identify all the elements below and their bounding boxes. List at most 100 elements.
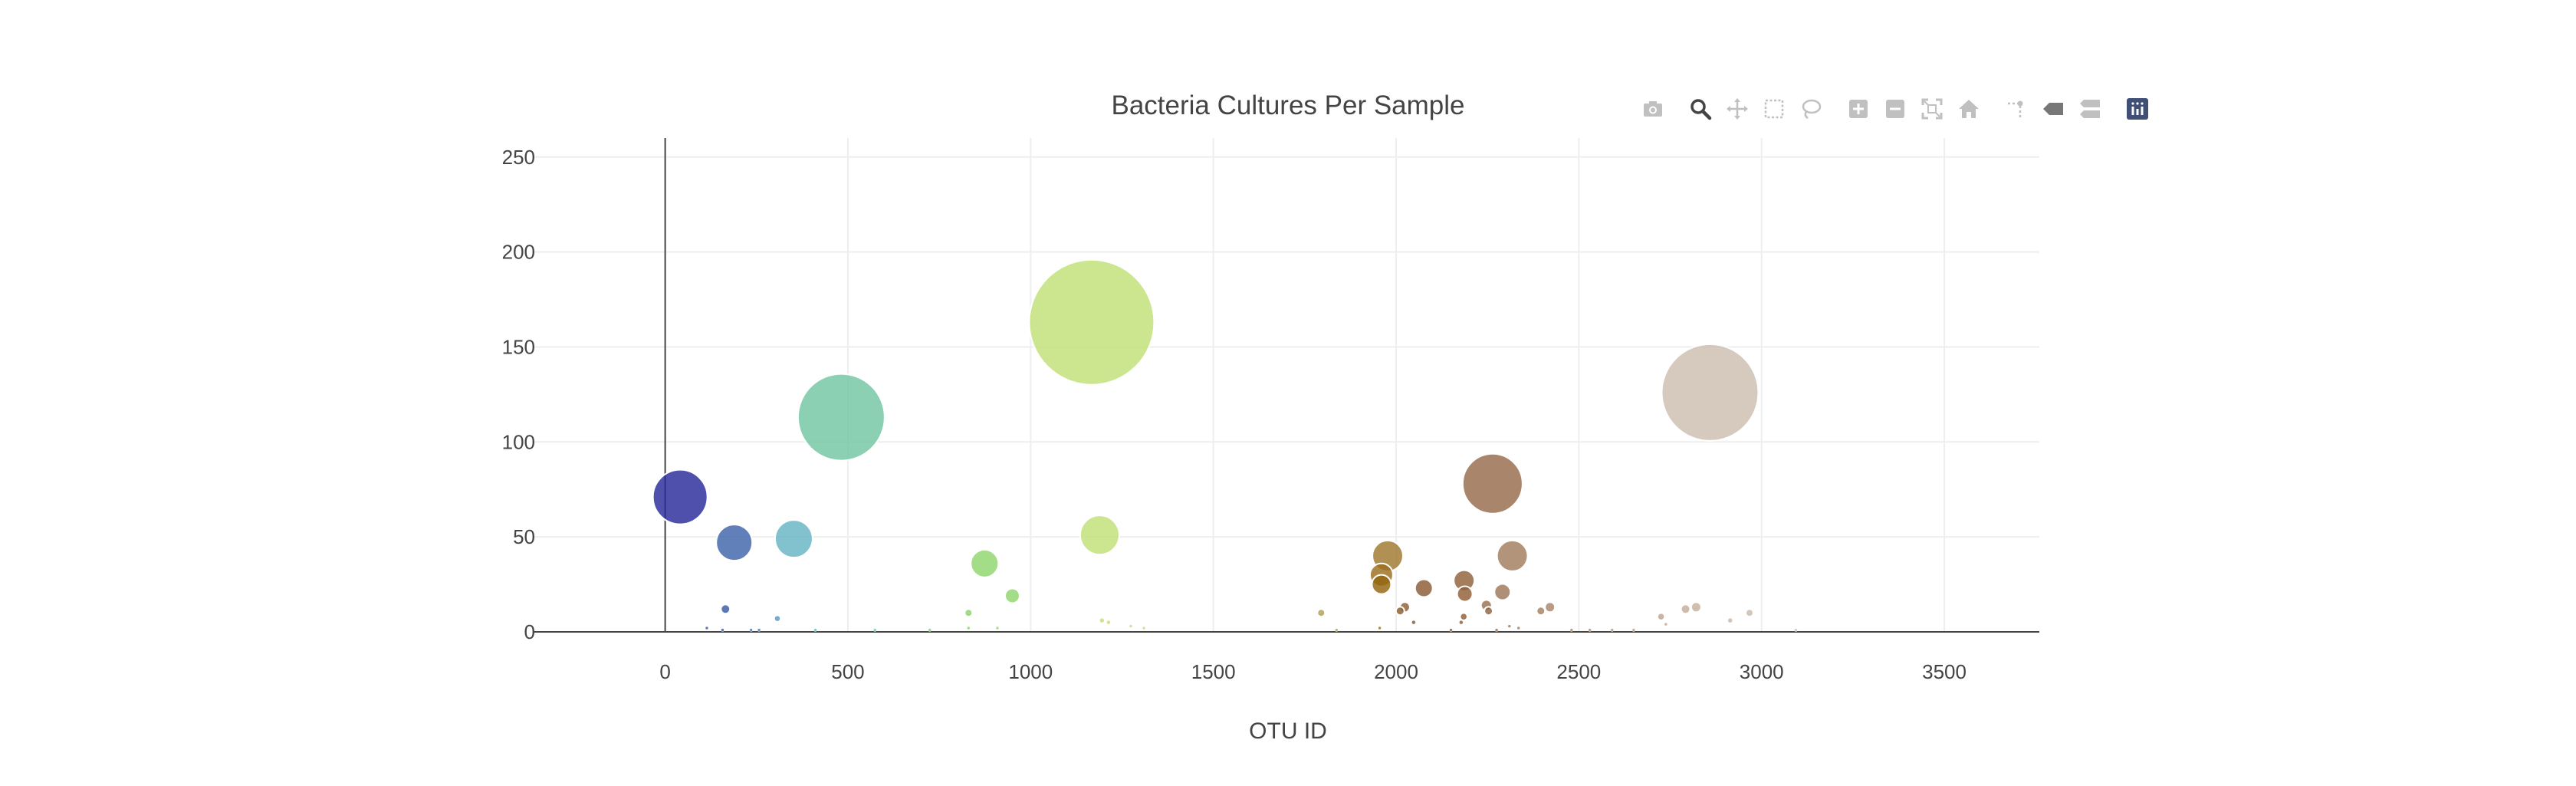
bubble-point[interactable] [995,626,1000,630]
y-tick-label: 0 [524,620,535,643]
bubble-point[interactable] [970,548,1000,578]
bubble-point[interactable] [1079,515,1120,556]
bubble-point[interactable] [721,628,724,632]
x-tick-label: 3000 [1740,660,1784,683]
bubble-point[interactable] [1461,452,1523,515]
bubble-point[interactable] [1484,606,1494,617]
bubble-point[interactable] [774,615,780,622]
y-tick-label: 50 [513,525,535,548]
bubble-point[interactable] [1569,628,1574,632]
bubble-point[interactable] [1494,628,1499,632]
grid-lines [534,138,2039,632]
reset-axes-button[interactable] [1950,95,1987,126]
bubble-point[interactable] [964,608,974,618]
y-tick-label: 100 [502,430,535,453]
bubble-point[interactable] [1496,539,1529,572]
bubble-point[interactable] [1411,620,1416,625]
bubble-point[interactable] [928,628,932,632]
bubble-point[interactable] [1106,620,1111,625]
y-tick-label: 250 [502,146,535,169]
zoom-in-button[interactable] [1840,95,1877,126]
bubble-point[interactable] [1610,628,1614,632]
bubble-point[interactable] [720,603,731,615]
bubble-point[interactable] [749,628,753,632]
bubble-point[interactable] [1507,624,1512,628]
bubble-point[interactable] [1493,583,1512,601]
bubble-series[interactable] [652,258,1798,632]
toggle-spike-lines-button[interactable] [1998,95,2035,126]
bubble-point[interactable] [1449,628,1453,632]
bubble-point[interactable] [705,626,709,630]
download-plot-button[interactable] [1635,95,1671,126]
x-tick-label: 2000 [1374,660,1418,683]
hover-compare-button[interactable] [2072,95,2108,126]
camera-icon [1641,97,1664,124]
bubble-point[interactable] [1794,628,1798,632]
hover-closest-button[interactable] [2035,95,2072,126]
x-tick-label: 3500 [1922,660,1967,683]
bubble-point[interactable] [1588,628,1592,632]
dashed-box-icon [1763,97,1786,124]
bubble-point[interactable] [797,373,886,462]
bubble-point[interactable] [1371,574,1392,595]
hover-compare-icon [2078,97,2101,124]
autoscale-button[interactable] [1914,95,1950,126]
y-tick-label: 150 [502,335,535,358]
plus-box-icon [1847,97,1870,124]
zoom-out-button[interactable] [1877,95,1914,126]
bubble-point[interactable] [1536,606,1546,617]
spike-lines-icon [2005,97,2028,124]
x-tick-label: 2500 [1556,660,1601,683]
tick-labels: 0 500 1000 1500 2000 2500 3000 3500 0 50 100 150 200… [502,146,1967,683]
bubble-point[interactable] [652,469,708,525]
bubble-point[interactable] [1335,628,1339,632]
bubble-point[interactable] [1460,613,1467,620]
bubble-point[interactable] [1516,626,1520,630]
hover-closest-icon [2042,97,2065,124]
x-tick-label: 1000 [1008,660,1053,683]
bubble-point[interactable] [1395,606,1405,617]
bubble-point[interactable] [1631,628,1636,632]
bubble-point[interactable] [872,628,877,632]
bubble-point[interactable] [1680,603,1691,615]
bubble-point[interactable] [757,628,761,632]
bubble-point[interactable] [1004,587,1020,604]
bubble-point[interactable] [1744,608,1754,618]
bubble-point[interactable] [1456,585,1474,603]
bubble-point[interactable] [715,524,754,562]
box-select-button[interactable] [1756,95,1792,126]
bubble-point[interactable] [1414,578,1434,598]
bubble-point[interactable] [1544,601,1556,613]
x-axis-title: OTU ID [1249,719,1327,744]
bubble-point[interactable] [1690,601,1702,613]
cross-arrows-icon [1726,97,1749,124]
x-tick-label: 1500 [1191,660,1236,683]
x-tick-label: 0 [659,660,670,683]
bubble-point[interactable] [1664,622,1668,626]
bubble-point[interactable] [1658,613,1664,620]
bubble-point[interactable] [1661,343,1760,442]
axis-lines [534,138,2039,633]
pan-button[interactable] [1719,95,1756,126]
bubble-point[interactable] [1028,258,1155,386]
bubble-point[interactable] [1727,617,1733,623]
magnifier-icon [1689,97,1712,124]
bubble-point[interactable] [813,628,817,632]
zoom-button[interactable] [1682,95,1719,126]
bubble-point[interactable] [1099,617,1105,623]
bubble-point[interactable] [1459,620,1464,625]
bubble-point[interactable] [967,626,971,630]
chart-title: Bacteria Cultures Per Sample [1111,90,1464,120]
bubble-point[interactable] [1129,624,1133,628]
lasso-select-button[interactable] [1792,95,1829,126]
plotly-logo-button[interactable] [2119,95,2156,126]
bubble-point[interactable] [1378,626,1382,630]
bubble-point[interactable] [1316,608,1326,618]
home-icon [1957,97,1980,124]
bubble-point[interactable] [1142,626,1146,630]
bubble-point[interactable] [774,519,813,559]
plotly-logo-icon [2126,97,2149,124]
plot-modebar [1635,95,2156,126]
